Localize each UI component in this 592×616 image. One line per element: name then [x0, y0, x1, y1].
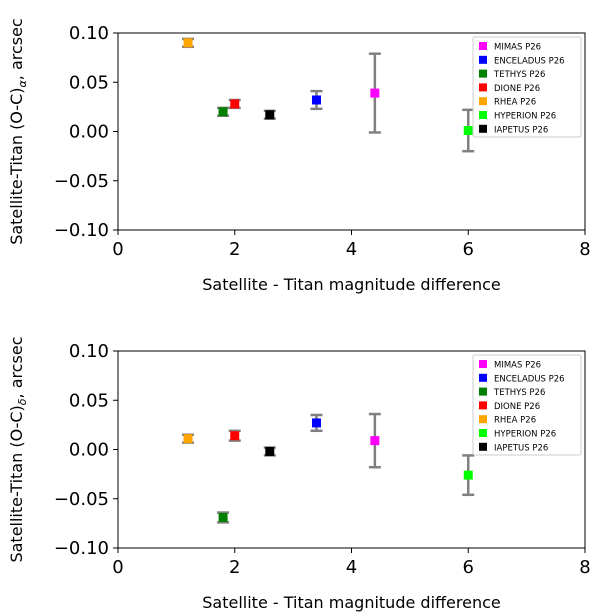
data-point	[218, 512, 228, 522]
y-tick-label: 0.05	[69, 390, 109, 411]
y-axis-label-main: Satellite-Titan (O-C)	[7, 87, 26, 244]
series-rhea-p26	[182, 433, 195, 444]
x-tick-label: 2	[229, 239, 240, 260]
y-tick-label: −0.05	[54, 171, 109, 192]
series-dione-p26	[228, 98, 241, 110]
chart-panel-2: 0.10 0.05 0.00 −0.05 −0.100 2 4 6 8 Satellite - T…	[7, 336, 591, 612]
data-point	[370, 436, 380, 446]
series-enceladus-p26	[310, 89, 323, 111]
legend-swatch	[479, 55, 487, 64]
data-point	[463, 126, 473, 136]
legend-swatch	[479, 401, 487, 410]
legend-swatch	[479, 429, 487, 437]
data-point	[311, 418, 321, 428]
legend-swatch	[479, 124, 487, 133]
legend-swatch	[479, 387, 487, 396]
legend-label: IAPETUS P26	[494, 443, 548, 453]
y-axis-label-subscript: δ	[16, 398, 29, 405]
legend-label: RHEA P26	[494, 416, 536, 426]
data-point	[265, 110, 275, 120]
legend-swatch	[479, 442, 487, 451]
data-point	[183, 38, 193, 48]
legend-swatch	[479, 97, 487, 106]
series-mimas-p26	[368, 412, 381, 469]
legend-label: TETHYS P26	[493, 388, 545, 398]
y-axis-label-subscript: α	[16, 79, 29, 87]
chart-panel-1: 0.10 0.05 0.00 −0.05 −0.100 2 4 6 8 Satellite - T…	[7, 18, 591, 294]
legend-label: HYPERION P26	[494, 112, 556, 122]
legend-label: RHEA P26	[494, 98, 536, 108]
x-tick-label: 0	[112, 557, 123, 578]
series-enceladus-p26	[310, 413, 323, 433]
legend: MIMAS P26 ENCELADUS P26 TETHYS P26 DIONE P2…	[472, 36, 582, 138]
data-point	[265, 446, 275, 456]
y-tick-label: −0.10	[54, 220, 109, 241]
data-point	[311, 95, 321, 105]
x-tick-label: 0	[112, 239, 123, 260]
series-rhea-p26	[182, 37, 195, 49]
y-axis-label-main: Satellite-Titan (O-C)	[7, 405, 26, 562]
x-tick-label: 4	[346, 557, 357, 578]
y-tick-label: 0.10	[69, 341, 109, 362]
series-iapetus-p26	[263, 446, 276, 457]
series-tethys-p26	[217, 106, 230, 117]
legend-label: TETHYS P26	[493, 70, 545, 80]
legend-swatch	[479, 373, 487, 382]
data-point	[370, 88, 380, 98]
series-mimas-p26	[368, 52, 381, 134]
y-axis-label-unit: , arcsec	[7, 18, 26, 80]
x-axis-label: Satellite - Titan magnitude difference	[202, 593, 500, 612]
y-axis-label: Satellite-Titan (O-C)δ, arcsec	[7, 336, 29, 562]
y-axis-label-unit: , arcsec	[7, 336, 26, 398]
x-tick-label: 8	[579, 557, 590, 578]
x-tick-label: 6	[463, 557, 474, 578]
y-tick-label: −0.05	[54, 489, 109, 510]
legend-swatch	[479, 69, 487, 78]
data-point	[230, 99, 240, 109]
legend-swatch	[479, 83, 487, 92]
x-tick-label: 4	[346, 239, 357, 260]
y-tick-label: 0.05	[69, 72, 109, 93]
legend-swatch	[479, 111, 487, 119]
y-tick-label: 0.00	[69, 122, 109, 143]
legend-label: DIONE P26	[494, 84, 540, 94]
series-tethys-p26	[217, 511, 230, 524]
legend-label: MIMAS P26	[494, 43, 541, 53]
series-dione-p26	[228, 429, 241, 442]
legend-label: IAPETUS P26	[494, 125, 548, 135]
data-point	[230, 431, 240, 441]
series-hyperion-p26	[462, 454, 475, 497]
data-point	[463, 470, 473, 480]
data-point	[218, 107, 228, 117]
legend-label: MIMAS P26	[494, 361, 541, 371]
y-tick-label: 0.10	[69, 23, 109, 44]
legend-swatch	[479, 42, 487, 50]
legend-label: ENCELADUS P26	[494, 374, 565, 384]
y-axis-label: Satellite-Titan (O-C)α, arcsec	[7, 18, 29, 245]
series-hyperion-p26	[462, 108, 475, 153]
x-tick-label: 2	[229, 557, 240, 578]
x-tick-label: 6	[463, 239, 474, 260]
series-iapetus-p26	[263, 109, 276, 120]
x-tick-label: 8	[579, 239, 590, 260]
data-point	[183, 434, 193, 444]
y-tick-label: 0.00	[69, 440, 109, 461]
legend: MIMAS P26 ENCELADUS P26 TETHYS P26 DIONE P2…	[472, 354, 582, 456]
legend-swatch	[479, 415, 487, 424]
legend-box	[472, 36, 582, 138]
x-axis-label: Satellite - Titan magnitude difference	[202, 275, 500, 294]
y-tick-label: −0.10	[54, 538, 109, 559]
legend-swatch	[479, 360, 487, 368]
legend-label: DIONE P26	[494, 402, 540, 412]
legend-label: ENCELADUS P26	[494, 56, 565, 66]
legend-label: HYPERION P26	[494, 430, 556, 440]
legend-box	[472, 354, 582, 456]
